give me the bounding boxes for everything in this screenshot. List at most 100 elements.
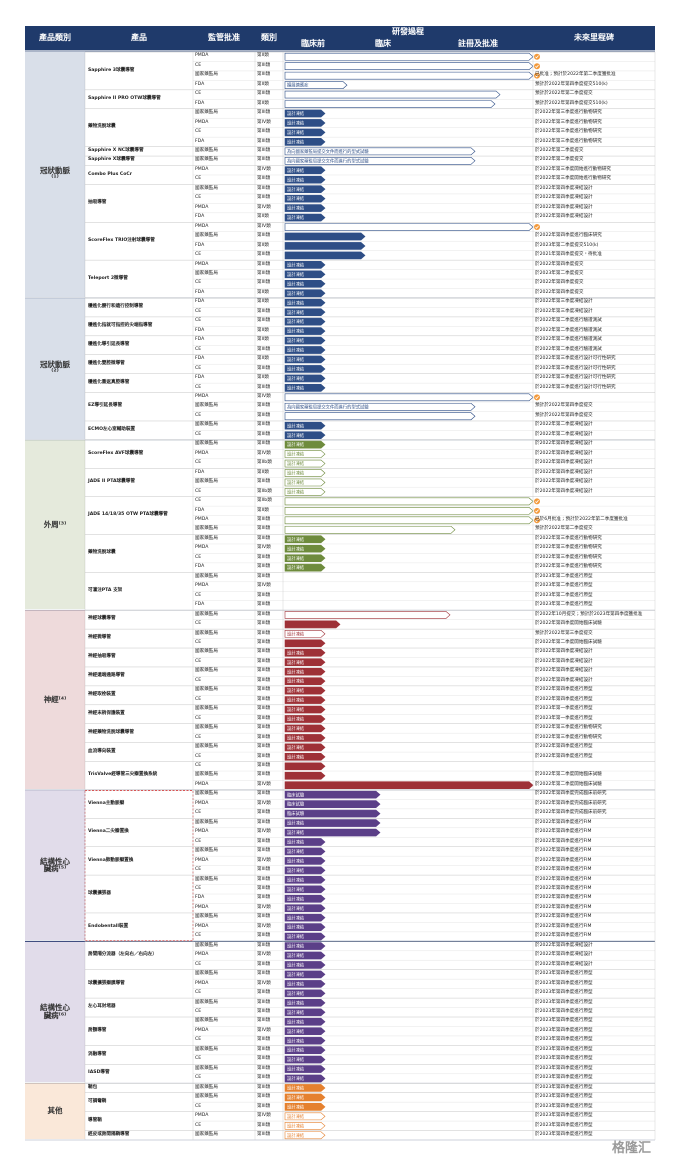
progress-arrow bbox=[284, 384, 326, 392]
stage-label: 設計凍結 bbox=[287, 384, 305, 391]
progress-arrow bbox=[284, 261, 326, 269]
device-class: 第III類 bbox=[257, 195, 271, 201]
regulator: CE bbox=[195, 961, 202, 967]
device-class: 第IV類 bbox=[257, 781, 271, 787]
progress-arrow bbox=[284, 223, 534, 231]
stage-label: 設計凍結 bbox=[287, 990, 305, 997]
regulator: FDA bbox=[195, 138, 205, 144]
product-name: 神經藥物洗脫球囊導管 bbox=[88, 729, 134, 735]
regulator: PMDA bbox=[195, 800, 209, 806]
regulator: 國家藥監局 bbox=[195, 479, 218, 485]
stage-label: 為向國家藥監局提交文件而進行的型式試驗 bbox=[287, 157, 369, 164]
product-name: 穩進化腰行和遠行控制導管 bbox=[88, 304, 144, 310]
regulator: 國家藥監局 bbox=[195, 1065, 218, 1071]
product-name: 球囊擴張瓣膜導管 bbox=[88, 980, 125, 986]
header-product: 產品 bbox=[85, 26, 193, 50]
device-class: 第II類 bbox=[257, 81, 269, 87]
milestone: 於2022年第四季度開始臨床試驗 bbox=[535, 621, 602, 627]
approved-check bbox=[535, 509, 539, 513]
regulator: 國家藥監局 bbox=[195, 1084, 218, 1090]
regulator: CE bbox=[195, 91, 202, 97]
milestone: 於2022年第二季度進行驗證測試 bbox=[535, 337, 602, 343]
progress-arrow bbox=[284, 1027, 326, 1036]
milestone: 已批准；預計於2022年第二季度獲批准 bbox=[535, 72, 616, 78]
device-class: 第III類 bbox=[257, 1122, 271, 1128]
stage-label: 為向國家藥監局提交文件而進行的型式試驗 bbox=[287, 403, 369, 410]
progress-arrow bbox=[284, 90, 501, 99]
progress-arrow bbox=[284, 1017, 326, 1026]
stage-label: 設計凍結 bbox=[287, 1113, 305, 1120]
regulator: PMDA bbox=[195, 781, 209, 787]
milestone: 於2022年第三季度凍結設計 bbox=[535, 299, 593, 305]
approved-icon bbox=[534, 507, 540, 514]
progress-arrow bbox=[284, 819, 381, 827]
regulator: PMDA bbox=[195, 204, 209, 210]
progress-arrow bbox=[284, 705, 326, 714]
milestone: 於2022年第四季度進行FIM bbox=[535, 857, 592, 863]
milestone: 於2022年第四季度凍結設計 bbox=[535, 469, 593, 475]
product-name: 穩進化導引延長導管 bbox=[88, 341, 130, 347]
device-class: 第III類 bbox=[257, 308, 271, 314]
product-name: ECMO左心室輔助裝置 bbox=[88, 427, 136, 433]
regulator: CE bbox=[195, 639, 202, 645]
device-class: 第III類 bbox=[257, 233, 271, 239]
regulator: 國家藥監局 bbox=[195, 914, 218, 920]
device-class: 第III類 bbox=[257, 148, 271, 154]
progress-arrow bbox=[284, 544, 326, 553]
product-name: 導管鞘 bbox=[88, 1117, 102, 1123]
progress-arrow bbox=[284, 913, 326, 922]
milestone: 於2023年第二季度提交510(k) bbox=[535, 242, 599, 248]
progress-arrow bbox=[284, 194, 326, 203]
stage-label: 設計凍結 bbox=[287, 309, 305, 316]
device-class: 第III類 bbox=[257, 838, 271, 844]
milestone: 於2022年第二季度凍結設計 bbox=[535, 422, 593, 428]
device-class: 第III類 bbox=[257, 403, 271, 409]
progress-arrow bbox=[284, 393, 534, 402]
regulator: PMDA bbox=[195, 980, 209, 986]
device-class: 第II類 bbox=[257, 242, 269, 248]
regulator: CE bbox=[195, 838, 202, 844]
device-class: 第II類 bbox=[257, 375, 269, 381]
milestone: 預計於2022年第三季度提交 bbox=[535, 630, 593, 636]
regulator: PMDA bbox=[195, 545, 209, 551]
progress-arrow bbox=[284, 1008, 326, 1017]
milestone: 於2022年第四季度進行FIM bbox=[535, 876, 592, 882]
progress-arrow bbox=[284, 790, 381, 799]
device-class: 第III類 bbox=[257, 1046, 271, 1052]
progress-arrow bbox=[284, 894, 326, 903]
milestone: 於2022年第四季度凍結設計 bbox=[535, 961, 593, 967]
milestone: 於2023年第四季度進行原型 bbox=[535, 990, 593, 996]
regulator: 國家藥監局 bbox=[195, 611, 218, 617]
progress-arrow bbox=[284, 847, 326, 856]
device-class: 第III類 bbox=[257, 725, 271, 731]
progress-arrow bbox=[284, 478, 326, 487]
progress-arrow bbox=[284, 611, 451, 619]
milestone: 於2022年第三季度進行動物研究 bbox=[535, 119, 602, 125]
product-name: EZ導引延長導管 bbox=[88, 403, 123, 409]
regulator: FDA bbox=[195, 81, 205, 87]
device-class: 第III類 bbox=[257, 639, 271, 645]
stage-label: 設計凍結 bbox=[287, 962, 305, 969]
product-name: 神經抽吸導管 bbox=[88, 654, 116, 660]
progress-arrow bbox=[284, 62, 534, 71]
device-class: 第III類 bbox=[257, 62, 271, 68]
device-class: 第III類 bbox=[257, 422, 271, 428]
milestone: 於2022年第三季度進行設計可行性研究 bbox=[535, 365, 616, 371]
progress-arrow bbox=[284, 204, 326, 212]
milestone: 於2022年第四季度凍結設計 bbox=[535, 214, 593, 220]
progress-arrow bbox=[284, 289, 326, 298]
regulator: CE bbox=[195, 867, 202, 873]
stage-label: 設計凍結 bbox=[287, 1056, 305, 1063]
product-name: 消融導管 bbox=[88, 1051, 107, 1057]
milestone: 於2022年第四季度進行原型 bbox=[535, 687, 593, 693]
stage-label: 設計凍結 bbox=[287, 668, 305, 675]
milestone: 於2022年第三季度進行設計可行性研究 bbox=[535, 375, 616, 381]
regulator: PMDA bbox=[195, 952, 209, 958]
device-class: 第IV類 bbox=[257, 545, 271, 551]
progress-arrow bbox=[284, 696, 326, 704]
stage-label: 設計凍結 bbox=[287, 848, 305, 855]
device-class: 第III類 bbox=[257, 479, 271, 485]
regulator: PMDA bbox=[195, 517, 209, 522]
regulator: 國家藥監局 bbox=[195, 573, 218, 579]
regulator: CE bbox=[195, 621, 202, 627]
